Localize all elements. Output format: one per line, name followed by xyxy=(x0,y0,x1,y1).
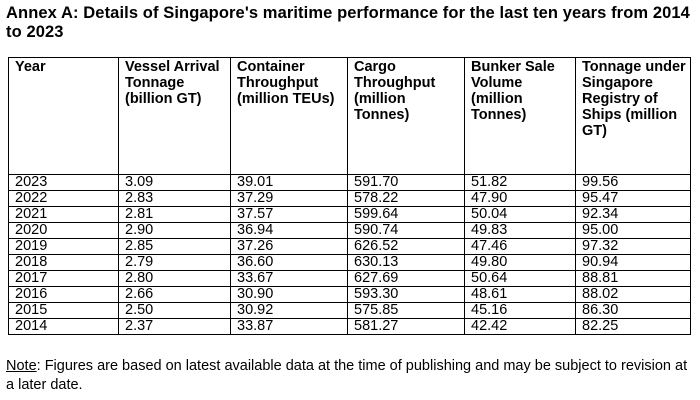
column-header-bunker-sale-volume: Bunker Sale Volume (million Tonnes) xyxy=(464,57,576,175)
cell-year: 2023 xyxy=(8,174,119,191)
cell-registry-tonnage: 97.32 xyxy=(575,238,691,255)
cell-registry-tonnage: 99.56 xyxy=(575,174,691,191)
cell-container-throughput: 37.29 xyxy=(230,190,348,207)
cell-vessel-arrival-tonnage: 2.85 xyxy=(118,238,231,255)
column-header-container-throughput: Container Throughput (million TEUs) xyxy=(230,57,348,175)
cell-bunker-sale-volume: 42.42 xyxy=(464,318,576,335)
cell-cargo-throughput: 581.27 xyxy=(347,318,465,335)
table-row: 2023 3.09 39.01 591.70 51.82 99.56 xyxy=(8,174,691,191)
table-row: 2019 2.85 37.26 626.52 47.46 97.32 xyxy=(8,238,691,255)
table-row: 2018 2.79 36.60 630.13 49.80 90.94 xyxy=(8,254,691,271)
cell-bunker-sale-volume: 45.16 xyxy=(464,302,576,319)
cell-cargo-throughput: 599.64 xyxy=(347,206,465,223)
cell-year: 2014 xyxy=(8,318,119,335)
cell-vessel-arrival-tonnage: 2.50 xyxy=(118,302,231,319)
table-row: 2015 2.50 30.92 575.85 45.16 86.30 xyxy=(8,302,691,319)
cell-bunker-sale-volume: 51.82 xyxy=(464,174,576,191)
cell-vessel-arrival-tonnage: 2.81 xyxy=(118,206,231,223)
cell-container-throughput: 39.01 xyxy=(230,174,348,191)
cell-bunker-sale-volume: 47.46 xyxy=(464,238,576,255)
table-row: 2014 2.37 33.87 581.27 42.42 82.25 xyxy=(8,318,691,335)
column-header-registry-tonnage: Tonnage under Singapore Registry of Ship… xyxy=(575,57,691,175)
cell-container-throughput: 36.60 xyxy=(230,254,348,271)
cell-year: 2019 xyxy=(8,238,119,255)
cell-cargo-throughput: 630.13 xyxy=(347,254,465,271)
cell-year: 2015 xyxy=(8,302,119,319)
footnote-label: Note xyxy=(6,358,37,374)
cell-registry-tonnage: 90.94 xyxy=(575,254,691,271)
cell-year: 2016 xyxy=(8,286,119,303)
cell-registry-tonnage: 82.25 xyxy=(575,318,691,335)
cell-container-throughput: 30.92 xyxy=(230,302,348,319)
cell-container-throughput: 37.57 xyxy=(230,206,348,223)
cell-year: 2018 xyxy=(8,254,119,271)
cell-registry-tonnage: 88.81 xyxy=(575,270,691,287)
cell-vessel-arrival-tonnage: 3.09 xyxy=(118,174,231,191)
column-header-cargo-throughput: Cargo Throughput (million Tonnes) xyxy=(347,57,465,175)
table-row: 2022 2.83 37.29 578.22 47.90 95.47 xyxy=(8,190,691,207)
cell-container-throughput: 36.94 xyxy=(230,222,348,239)
maritime-performance-table: Year Vessel Arrival Tonnage (billion GT)… xyxy=(8,57,691,335)
cell-container-throughput: 33.87 xyxy=(230,318,348,335)
cell-bunker-sale-volume: 48.61 xyxy=(464,286,576,303)
cell-vessel-arrival-tonnage: 2.79 xyxy=(118,254,231,271)
cell-bunker-sale-volume: 50.64 xyxy=(464,270,576,287)
column-header-vessel-arrival-tonnage: Vessel Arrival Tonnage (billion GT) xyxy=(118,57,231,175)
cell-vessel-arrival-tonnage: 2.83 xyxy=(118,190,231,207)
document-title: Annex A: Details of Singapore's maritime… xyxy=(6,4,690,41)
cell-vessel-arrival-tonnage: 2.90 xyxy=(118,222,231,239)
cell-year: 2020 xyxy=(8,222,119,239)
cell-container-throughput: 30.90 xyxy=(230,286,348,303)
cell-bunker-sale-volume: 50.04 xyxy=(464,206,576,223)
cell-registry-tonnage: 88.02 xyxy=(575,286,691,303)
cell-bunker-sale-volume: 49.83 xyxy=(464,222,576,239)
cell-cargo-throughput: 593.30 xyxy=(347,286,465,303)
table-row: 2020 2.90 36.94 590.74 49.83 95.00 xyxy=(8,222,691,239)
cell-vessel-arrival-tonnage: 2.66 xyxy=(118,286,231,303)
footnote-text: : Figures are based on latest available … xyxy=(6,358,688,393)
cell-vessel-arrival-tonnage: 2.37 xyxy=(118,318,231,335)
cell-registry-tonnage: 86.30 xyxy=(575,302,691,319)
cell-registry-tonnage: 95.47 xyxy=(575,190,691,207)
cell-vessel-arrival-tonnage: 2.80 xyxy=(118,270,231,287)
footnote: Note: Figures are based on latest availa… xyxy=(6,357,696,395)
cell-cargo-throughput: 626.52 xyxy=(347,238,465,255)
cell-cargo-throughput: 590.74 xyxy=(347,222,465,239)
cell-registry-tonnage: 95.00 xyxy=(575,222,691,239)
cell-cargo-throughput: 591.70 xyxy=(347,174,465,191)
cell-registry-tonnage: 92.34 xyxy=(575,206,691,223)
cell-cargo-throughput: 627.69 xyxy=(347,270,465,287)
cell-year: 2021 xyxy=(8,206,119,223)
cell-container-throughput: 37.26 xyxy=(230,238,348,255)
table-row: 2017 2.80 33.67 627.69 50.64 88.81 xyxy=(8,270,691,287)
cell-bunker-sale-volume: 49.80 xyxy=(464,254,576,271)
cell-bunker-sale-volume: 47.90 xyxy=(464,190,576,207)
cell-year: 2017 xyxy=(8,270,119,287)
cell-cargo-throughput: 575.85 xyxy=(347,302,465,319)
table-header-row: Year Vessel Arrival Tonnage (billion GT)… xyxy=(8,57,691,175)
table-row: 2021 2.81 37.57 599.64 50.04 92.34 xyxy=(8,206,691,223)
table-row: 2016 2.66 30.90 593.30 48.61 88.02 xyxy=(8,286,691,303)
cell-container-throughput: 33.67 xyxy=(230,270,348,287)
column-header-year: Year xyxy=(8,57,119,175)
table-body: 2023 3.09 39.01 591.70 51.82 99.56 2022 2.83 37.… xyxy=(8,174,691,335)
cell-year: 2022 xyxy=(8,190,119,207)
cell-cargo-throughput: 578.22 xyxy=(347,190,465,207)
